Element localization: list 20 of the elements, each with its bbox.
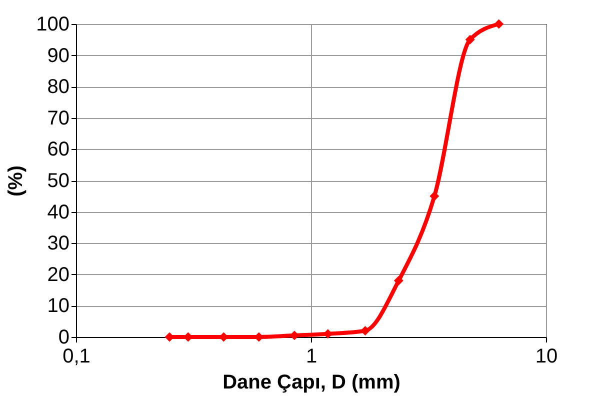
y-tick-label: 10 (47, 295, 70, 318)
y-axis-title: (%) (5, 165, 28, 197)
x-tick-label: 1 (306, 346, 318, 368)
y-tick-label: 30 (47, 232, 70, 255)
y-tick-label: 50 (47, 170, 70, 192)
point (430, 191, 440, 201)
x-tick-label: 0,1 (62, 346, 90, 368)
point (394, 276, 404, 286)
y-tick-label: 80 (47, 76, 70, 98)
y-tick-label: 100 (36, 14, 70, 36)
y-tick-label: 70 (47, 107, 70, 130)
y-tick-label: 90 (47, 44, 70, 67)
y-tick-label: 40 (47, 201, 70, 224)
x-tick-label: 10 (535, 346, 558, 368)
y-tick-label: 60 (47, 138, 70, 161)
x-axis-title: Dane Çapı, D (mm) (222, 372, 400, 394)
point (360, 326, 370, 336)
y-tick-label: 0 (58, 326, 70, 348)
y-tick-label: 20 (47, 264, 70, 286)
point (465, 34, 475, 44)
